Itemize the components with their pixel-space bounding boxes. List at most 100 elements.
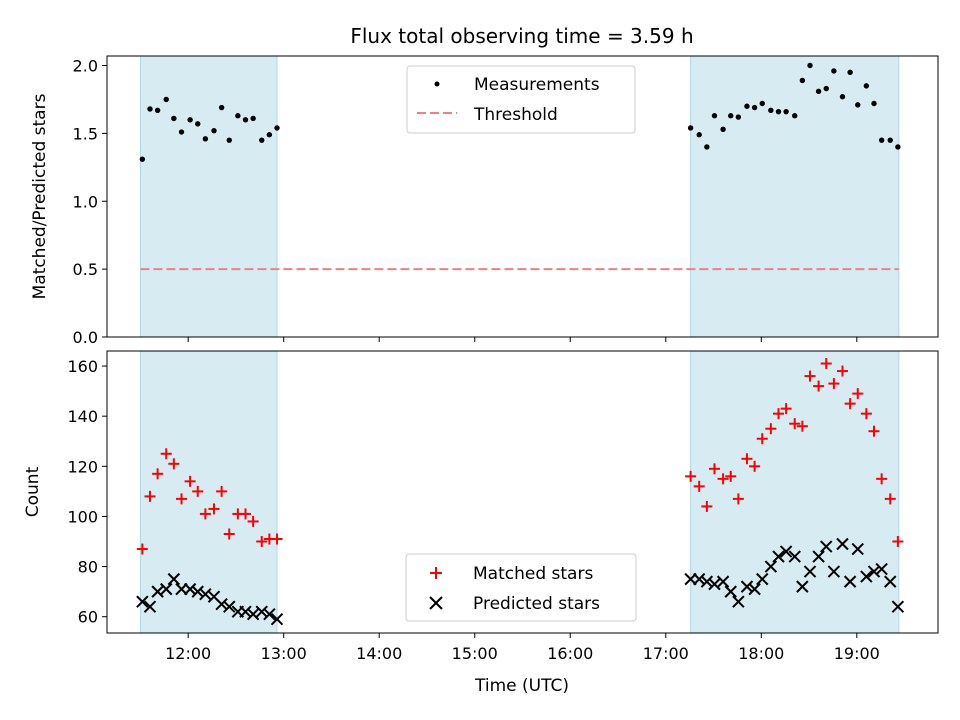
matched-star-point: [741, 453, 753, 465]
ratio-panel: 0.00.51.01.52.0 Matched/Predicted stars …: [30, 55, 939, 347]
y-tick-label: 2.0: [73, 57, 98, 76]
matched-star-point: [256, 536, 268, 548]
measurement-point: [735, 114, 742, 120]
y-tick-label: 80: [78, 558, 98, 577]
measurement-point: [235, 113, 241, 119]
matched-star-point: [160, 448, 172, 460]
chart-title: Flux total observing time = 3.59 h: [350, 24, 693, 48]
y-tick-label: 120: [67, 457, 98, 476]
predicted-star-point: [891, 600, 905, 613]
matched-star-point: [820, 358, 832, 370]
bottom-legend-box: [405, 553, 637, 622]
measurement-point: [187, 117, 193, 123]
measurement-point: [815, 88, 822, 94]
measurement-point: [711, 113, 718, 119]
matched-star-point: [184, 475, 196, 487]
predicted-star-point: [867, 565, 881, 578]
bottom-y-axis-label: Count: [23, 466, 43, 517]
predicted-star-point: [239, 605, 252, 618]
predicted-star-point: [884, 575, 897, 588]
measurement-point: [863, 83, 870, 89]
matched-star-points: [136, 358, 904, 555]
predicted-star-point: [779, 545, 793, 558]
predicted-star-point: [756, 572, 769, 586]
predicted-star-point: [700, 575, 714, 588]
matched-star-point: [208, 503, 220, 515]
predicted-star-point: [270, 613, 284, 626]
legend-measurements-label: Measurements: [474, 75, 600, 95]
matched-star-point: [247, 515, 259, 527]
measurement-point: [895, 144, 901, 150]
matched-star-point: [796, 420, 808, 432]
predicted-star-point: [732, 595, 745, 608]
measurement-point: [259, 137, 265, 143]
x-tick-label: 16:00: [547, 644, 593, 663]
predicted-star-point: [796, 580, 809, 593]
legend-threshold-label: Threshold: [473, 105, 558, 125]
measurement-point: [171, 115, 177, 122]
predicted-star-point: [827, 565, 841, 578]
count-panel: 60 80 100 120 140 160 12:00 13:00 14:00 15:00 16:…: [23, 350, 939, 696]
measurement-point: [775, 108, 782, 115]
predicted-star-point: [851, 542, 864, 556]
predicted-star-point: [143, 600, 157, 613]
predicted-star-point: [191, 585, 204, 598]
predicted-star-point: [151, 585, 164, 598]
x-tick-label: 12:00: [165, 644, 211, 663]
measurement-point: [139, 156, 146, 162]
predicted-star-point: [843, 575, 857, 588]
predicted-star-point: [199, 587, 212, 601]
predicted-star-point: [160, 582, 173, 596]
predicted-star-point: [136, 595, 149, 608]
predicted-star-point: [836, 537, 849, 551]
measurement-point: [799, 77, 806, 84]
matched-star-point: [836, 365, 848, 377]
measurement-point: [226, 137, 232, 143]
bottom-x-ticks: 12:00 13:00 14:00 15:00 16:00 17:00 18:00 19:00: [165, 633, 880, 663]
measurement-point: [887, 137, 893, 143]
matched-star-point: [772, 408, 784, 420]
measurement-point: [704, 144, 710, 150]
measurement-point: [154, 107, 161, 113]
legend-predicted-marker: [429, 596, 443, 610]
measurement-point: [792, 113, 798, 119]
matched-star-point: [732, 493, 744, 505]
x-tick-label: 19:00: [834, 644, 880, 663]
matched-star-point: [271, 533, 283, 545]
matched-star-point: [717, 473, 729, 485]
top-legend: Measurements Threshold: [406, 65, 636, 134]
predicted-star-point: [748, 582, 761, 596]
legend-measurement-marker: [434, 81, 440, 87]
measurement-point: [266, 132, 273, 138]
matched-star-point: [725, 470, 737, 482]
predicted-star-point: [740, 580, 754, 593]
matched-star-point: [813, 380, 825, 392]
x-tick-label: 17:00: [643, 644, 689, 663]
measurement-point: [839, 94, 846, 100]
matched-star-point: [804, 370, 816, 382]
measurement-point: [823, 85, 829, 92]
measurement-point: [242, 117, 249, 123]
measurement-point: [847, 69, 853, 75]
predicted-star-point: [183, 582, 197, 596]
y-tick-label: 160: [67, 357, 98, 376]
predicted-star-point: [764, 560, 778, 573]
measurement-points: [139, 62, 901, 162]
matched-star-point: [240, 508, 251, 520]
observing-interval-2: [690, 350, 900, 634]
matched-star-point: [708, 463, 720, 475]
matched-star-point: [860, 408, 872, 420]
measurement-point: [744, 103, 750, 109]
measurement-point: [720, 126, 726, 133]
y-tick-label: 60: [78, 608, 98, 627]
y-tick-label: 1.0: [73, 192, 98, 211]
matched-star-point: [199, 508, 211, 520]
predicted-star-point: [803, 565, 817, 578]
predicted-star-point: [708, 577, 721, 591]
y-tick-label: 140: [67, 407, 98, 426]
bottom-legend: Matched stars Predicted stars: [405, 553, 637, 622]
top-legend-box: [406, 65, 636, 134]
matched-star-point: [216, 485, 228, 497]
measurement-point: [751, 104, 758, 111]
measurement-point: [274, 125, 280, 131]
